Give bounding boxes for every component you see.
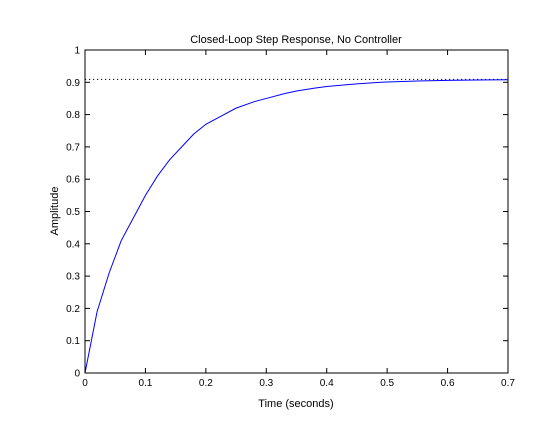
chart-title: Closed-Loop Step Response, No Controller	[190, 34, 402, 46]
y-tick-label: 0.7	[66, 142, 80, 153]
x-tick-label: 0.1	[138, 378, 152, 389]
y-tick-label: 0.1	[66, 336, 80, 347]
plot-area	[85, 50, 508, 373]
y-axis-label: Amplitude	[49, 187, 61, 236]
y-tick-label: 1	[74, 46, 80, 57]
y-tick-label: 0.8	[66, 110, 80, 121]
tick-layer: 0 0.1 0.2 0.3 0.4 0.5 0.6 0.7 0 0.1 0.2 0.3 0.4 0.5 0.…	[66, 46, 515, 390]
x-tick-label: 0.7	[501, 378, 515, 389]
y-tick-label: 0.3	[66, 272, 80, 283]
x-tick-label: 0.3	[259, 378, 273, 389]
series-layer	[84, 78, 509, 374]
x-tick-label: 0.6	[441, 378, 455, 389]
y-tick-label: 0.9	[66, 78, 80, 89]
x-tick-label: 0.5	[380, 378, 394, 389]
x-tick-label: 0	[82, 378, 88, 389]
y-tick-label: 0	[74, 369, 80, 380]
step-response-line	[84, 79, 509, 374]
y-tick-label: 0.5	[66, 207, 80, 218]
y-tick-label: 0.6	[66, 175, 80, 186]
x-tick-label: 0.2	[199, 378, 213, 389]
x-axis-label: Time (seconds)	[258, 398, 333, 410]
y-tick-label: 0.2	[66, 304, 80, 315]
x-tick-label: 0.4	[320, 378, 334, 389]
y-tick-label: 0.4	[66, 239, 80, 250]
